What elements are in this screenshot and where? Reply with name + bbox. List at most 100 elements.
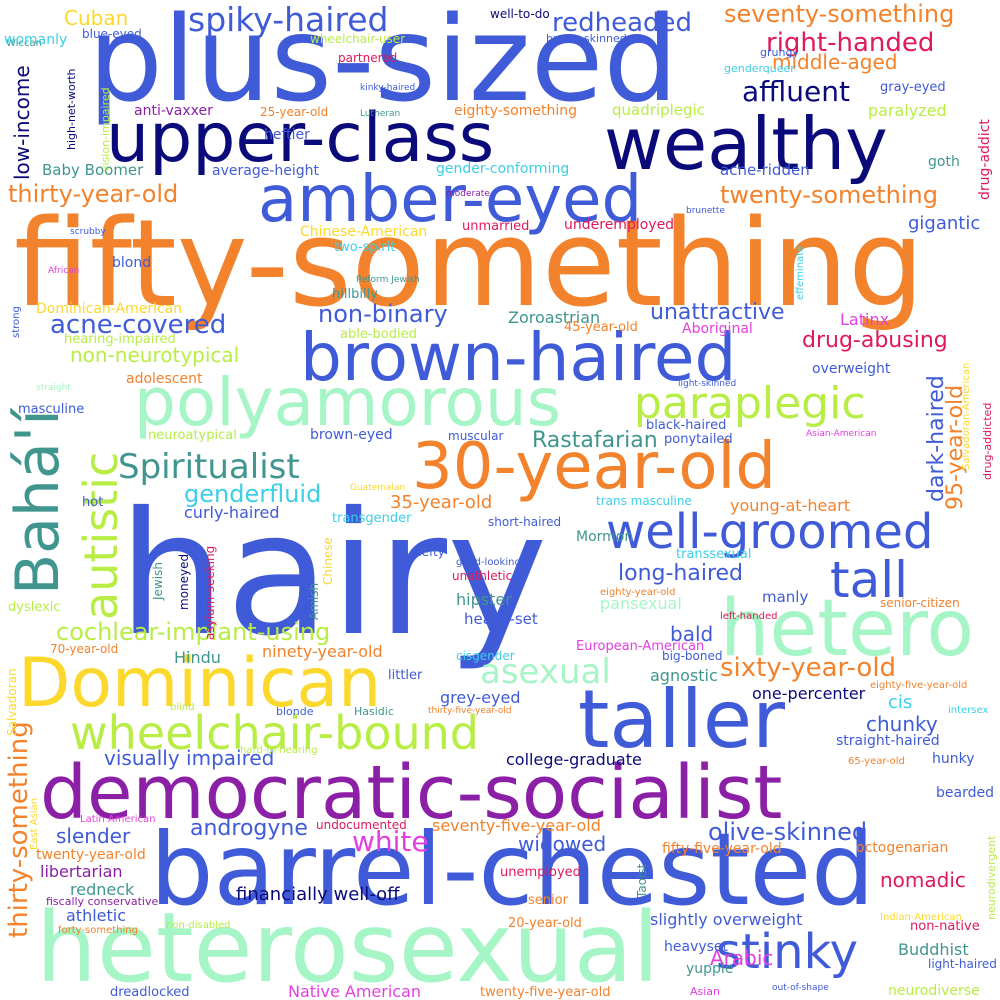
word: neurodiverse — [888, 983, 980, 999]
word: dreadlocked — [110, 985, 190, 1000]
word: muscular — [448, 429, 504, 443]
word: average-height — [212, 163, 319, 179]
word: Rastafarian — [532, 428, 658, 453]
word: European-American — [576, 639, 705, 654]
word: upper-class — [106, 99, 495, 178]
word: hefty — [414, 545, 445, 559]
word: hairy — [118, 476, 548, 674]
word: grungy — [760, 46, 799, 59]
word: eighty-year-old — [600, 587, 676, 598]
word: slightly overweight — [650, 910, 803, 929]
word: intersex — [948, 705, 989, 716]
word: curly-haired — [184, 503, 280, 522]
word: 45-year-old — [564, 320, 638, 335]
word: high-net-worth — [65, 68, 78, 150]
word: dyslexic — [8, 600, 61, 615]
word: genderqueer — [724, 62, 795, 75]
word: heftier — [264, 127, 310, 143]
word: heterosexual — [36, 892, 660, 1000]
word: Zoroastrian — [508, 308, 601, 327]
word: anti-vaxxer — [134, 103, 213, 119]
word: gender-conforming — [436, 161, 570, 177]
word: brown-haired — [300, 319, 737, 396]
word: ponytailed — [664, 432, 733, 447]
word: straight — [36, 383, 71, 393]
word: senior — [528, 893, 568, 908]
word: Cuban — [64, 6, 129, 30]
word: nomadic — [880, 868, 966, 892]
word: fifty-five-year-old — [662, 841, 782, 857]
word: undocumented — [316, 818, 407, 832]
word: long-haired — [618, 561, 744, 586]
word: taller — [578, 673, 785, 766]
word: Guatemalan — [350, 483, 406, 493]
word: kinky-haired — [360, 83, 416, 93]
word: cis — [888, 692, 913, 713]
word: scrubby — [70, 227, 106, 237]
word: Asian-American — [806, 429, 877, 439]
word: vision-impaired — [99, 87, 112, 172]
word: octogenarian — [856, 840, 949, 856]
word: black-haired — [646, 418, 727, 433]
word: unmarried — [462, 219, 530, 234]
word: asexual — [480, 652, 611, 692]
word: acne-ridden — [720, 161, 810, 179]
word: Reform Jewish — [356, 275, 420, 285]
word: blind — [170, 702, 195, 713]
word: transgender — [332, 511, 412, 526]
word: Asian — [690, 985, 721, 998]
word: cisgender — [456, 649, 515, 663]
word: Amish — [307, 582, 321, 620]
word: blue-eyed — [82, 27, 142, 41]
word: Chinese — [321, 537, 335, 585]
word: Latinx — [840, 310, 890, 329]
word: eighty-something — [454, 103, 577, 119]
word: light-skinned — [678, 379, 737, 389]
word: able-bodied — [340, 327, 417, 342]
word: well-groomed — [606, 504, 934, 560]
word: well-to-do — [490, 7, 550, 21]
word: athletic — [66, 906, 127, 925]
word: twenty-year-old — [36, 847, 146, 863]
word: moderate — [446, 189, 490, 199]
word: polyamorous — [134, 364, 562, 441]
word: drug-addicted — [981, 402, 994, 480]
word: forty-something — [58, 925, 138, 936]
word: Arabic — [710, 946, 774, 970]
word: Hindu — [174, 648, 221, 667]
word: Dominican-American — [36, 301, 183, 317]
word: non-disabled — [166, 920, 231, 931]
word: trans masculine — [596, 494, 692, 508]
word: quadriplegic — [612, 101, 705, 119]
word: low-income — [10, 65, 34, 180]
word: 65-year-old — [848, 756, 905, 767]
word: Dominican — [18, 644, 382, 723]
word: partnered — [338, 51, 398, 65]
word: moneyed — [177, 553, 191, 610]
word: East Asian — [29, 797, 40, 850]
word: Jewish — [151, 562, 165, 600]
word: pansexual — [600, 594, 682, 613]
word: heavyset — [664, 939, 729, 955]
word: African — [48, 266, 80, 276]
word: 30-year-old — [412, 430, 776, 504]
word: drug-addict — [977, 119, 993, 200]
word: blond — [112, 255, 152, 271]
word: cochlear-implant-using — [56, 618, 331, 646]
word: seventy-five-year-old — [432, 816, 601, 835]
word: two-spirit — [334, 240, 396, 255]
word: wealthy — [604, 102, 888, 186]
word: redneck — [70, 880, 135, 899]
word: eighty-five-year-old — [870, 680, 968, 691]
word: widowed — [518, 832, 607, 856]
word: fiscally conservative — [46, 895, 159, 908]
word: chunky — [866, 712, 938, 736]
word: 25-year-old — [260, 105, 329, 119]
word: redheaded — [552, 8, 693, 38]
word: agnostic — [650, 666, 718, 685]
word: college-graduate — [506, 750, 642, 769]
word: ninety-year-old — [262, 642, 383, 661]
word: non-native — [910, 919, 980, 934]
word: good-looking — [456, 557, 521, 568]
word: hard-of-hearing — [240, 745, 318, 756]
